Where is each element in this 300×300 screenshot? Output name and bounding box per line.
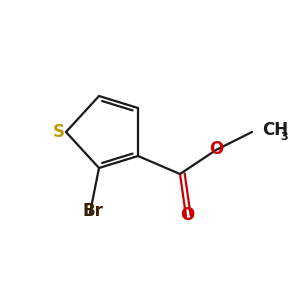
Text: O: O xyxy=(180,206,195,224)
Text: CH: CH xyxy=(262,122,289,140)
Text: 3: 3 xyxy=(280,132,287,142)
Text: S: S xyxy=(52,123,64,141)
Text: Br: Br xyxy=(82,202,103,220)
Text: O: O xyxy=(209,140,223,158)
